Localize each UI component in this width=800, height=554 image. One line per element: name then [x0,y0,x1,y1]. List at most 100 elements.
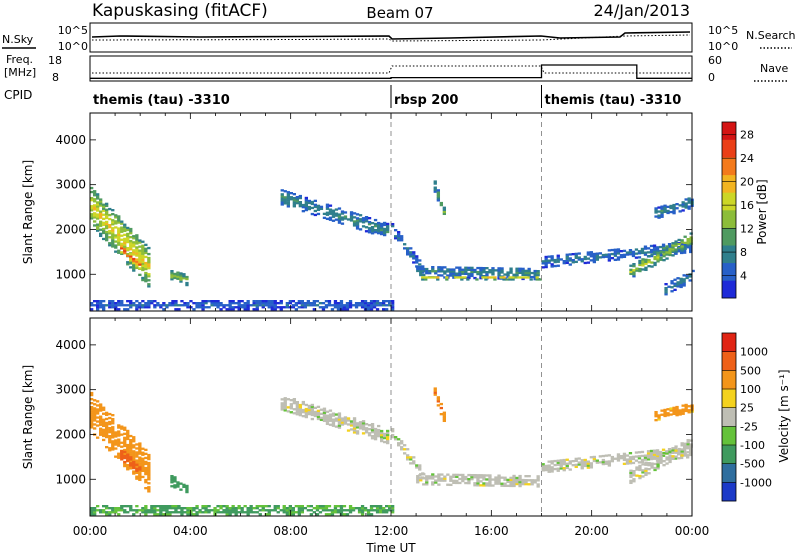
velocity-cell [309,505,314,508]
power-cell [422,269,426,273]
power-cell [586,251,591,254]
power-cell [309,302,314,305]
power-cell [437,268,441,271]
power-cell [681,209,685,212]
velocity-cell [243,511,247,514]
velocity-y-tick-label: 2000 [55,427,86,441]
velocity-cell [147,468,151,471]
velocity-cell [485,482,489,485]
velocity-cell [180,511,184,514]
power-cell [246,300,250,303]
velocity-cell [361,432,366,435]
velocity-cell [565,462,569,465]
power-cell [454,276,458,279]
power-cell [96,209,100,212]
velocity-cell [386,429,390,433]
velocity-cell [668,460,672,464]
velocity-cell [249,505,253,508]
velocity-cell [355,430,360,433]
velocity-cell [185,486,189,490]
velocity-cell [631,457,636,461]
velocity-cell [114,443,118,446]
velocity-cell [96,408,100,411]
power-cell [99,222,103,225]
power-cell [185,283,189,287]
velocity-cell [123,505,127,508]
power-cell [185,281,189,285]
velocity-cell [646,452,651,455]
power-cell [345,302,350,305]
power-cell [485,275,489,278]
power-cell [144,304,148,307]
velocity-cell [631,461,636,465]
power-cell [96,306,100,309]
power-cell [452,270,456,273]
velocity-cell [189,513,193,516]
velocity-cell [367,424,372,427]
velocity-cell [684,405,688,409]
power-cell [665,251,669,254]
velocity-cell [298,414,303,417]
velocity-cell [135,467,139,470]
velocity-cell [144,511,148,514]
velocity-cell [295,401,300,404]
velocity-cell [524,481,528,484]
power-cell [367,221,372,224]
power-cell [126,300,130,303]
velocity-cell [327,509,332,512]
power-cell [252,302,256,305]
velocity-cell [295,405,300,408]
power-cell [195,302,199,305]
power-cell [280,189,284,192]
power-cell [479,270,483,274]
power-cell [246,304,250,307]
power-cell [132,237,136,240]
velocity-cell [132,444,136,447]
power-cell [337,213,342,216]
velocity-cell [607,464,612,467]
power-cell [147,285,151,288]
velocity-cell [285,511,290,514]
velocity-cell [99,409,103,412]
power-cell [680,247,684,250]
power-cell [431,268,435,271]
velocity-cell [632,474,636,477]
velocity-cell [403,444,407,447]
power-cell [117,229,121,232]
power-cell [153,306,157,309]
power-cell [658,245,663,249]
power-cell [473,270,477,274]
power-cell [666,209,670,213]
velocity-cell [141,509,145,512]
power-cell [132,251,136,254]
velocity-cell [298,406,303,409]
power-cell [357,304,362,307]
power-cell [421,265,425,268]
velocity-cell [476,484,480,487]
velocity-cell [363,509,368,512]
velocity-cell [653,456,657,460]
power-cell [568,253,572,256]
power-cell [138,302,142,305]
velocity-cell [96,410,100,413]
velocity-cell [646,456,651,459]
velocity-cell [303,507,308,510]
velocity-cell [132,472,136,475]
power-cell [632,275,636,278]
power-cell [650,253,654,256]
power-cell [458,272,462,275]
velocity-cell [315,509,320,512]
velocity-cell [655,451,660,454]
velocity-cell [261,509,265,512]
velocity-cell [201,507,205,510]
power-cell [141,254,145,258]
power-cell [204,306,208,309]
power-cell [467,276,471,280]
velocity-cell [327,513,332,516]
velocity-cell [592,455,597,459]
velocity-cell [186,507,190,510]
power-cell [138,263,142,266]
power-cell [144,255,148,259]
velocity-cell [524,479,528,482]
power-cell [382,300,386,303]
